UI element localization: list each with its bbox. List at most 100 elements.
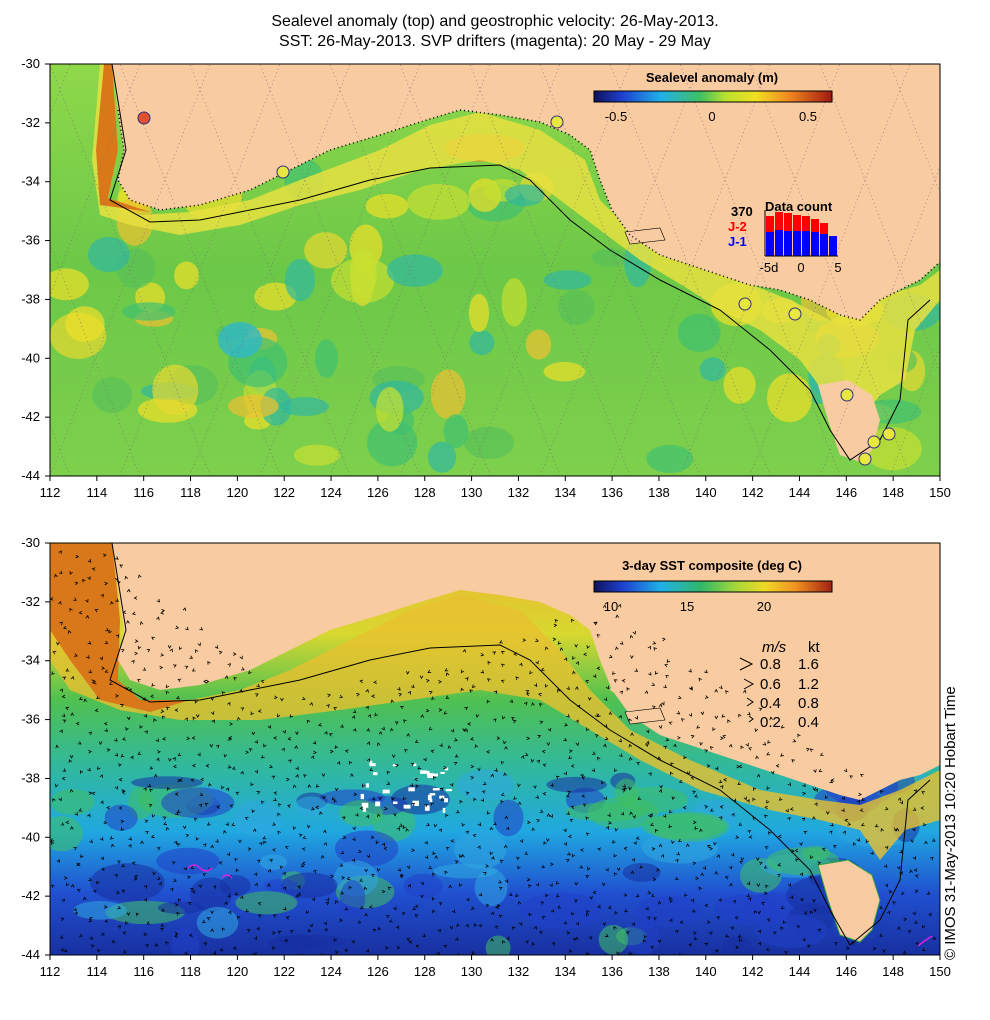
velocity-vector (375, 840, 380, 845)
velocity-vector (126, 912, 131, 916)
velocity-vector (223, 753, 228, 758)
velocity-vector (134, 875, 139, 879)
velocity-vector (874, 823, 879, 828)
velocity-vector (78, 808, 83, 812)
sst-blob (294, 796, 328, 817)
lat-tick-label: -36 (21, 233, 40, 248)
velocity-vector (114, 738, 118, 742)
velocity-vector (176, 695, 180, 700)
velocity-vector (134, 639, 139, 643)
velocity-vector (563, 771, 567, 776)
lon-tick-label: 128 (414, 964, 436, 979)
velocity-vector (223, 830, 227, 834)
velocity-vector (61, 776, 66, 781)
velocity-vector (457, 953, 461, 955)
velocity-vector (913, 789, 918, 793)
velocity-vector (225, 822, 229, 826)
velocity-vector (221, 927, 226, 932)
velocity-vector (210, 711, 215, 716)
velocity-vector (85, 614, 90, 619)
velocity-vector (439, 787, 444, 792)
lon-tick-label: 142 (742, 964, 764, 979)
velocity-vector (787, 782, 792, 786)
velocity-vector (364, 868, 368, 873)
altimeter-track (50, 64, 211, 476)
velocity-vector (340, 891, 345, 895)
velocity-vector (424, 840, 428, 845)
velocity-vector (102, 553, 107, 558)
velocity-vector (879, 933, 883, 937)
velocity-vector (425, 708, 430, 713)
velocity-vector (322, 795, 326, 800)
velocity-vector (922, 947, 926, 952)
velocity-vector (485, 903, 490, 908)
cloud-mask (362, 806, 366, 812)
velocity-vector (531, 702, 535, 706)
velocity-vector (167, 645, 172, 649)
velocity-legend-ms-value: 0.4 (760, 695, 781, 712)
velocity-vector (614, 910, 618, 915)
tide-gauge-marker (276, 165, 290, 179)
velocity-vector (923, 822, 927, 827)
velocity-vector (158, 881, 162, 886)
velocity-vector (261, 754, 265, 759)
cloud-mask (360, 793, 364, 800)
velocity-vector (684, 893, 688, 897)
velocity-vector (126, 716, 131, 721)
velocity-vector (677, 736, 681, 740)
velocity-vector (574, 936, 579, 941)
velocity-vector (115, 694, 120, 698)
velocity-vector (500, 679, 505, 684)
velocity-vector (747, 897, 752, 902)
cloud-mask (427, 794, 432, 801)
velocity-vector (639, 865, 644, 869)
velocity-vector (91, 791, 96, 796)
velocity-vector (103, 905, 108, 909)
velocity-vector (307, 824, 311, 829)
velocity-vector (83, 698, 87, 703)
velocity-vector (229, 722, 234, 726)
anomaly-blob (122, 302, 176, 321)
velocity-vector (813, 908, 817, 913)
velocity-vector (903, 917, 908, 922)
velocity-vector (175, 625, 180, 630)
velocity-vector (633, 841, 637, 845)
velocity-vector (269, 858, 273, 863)
velocity-vector (351, 940, 355, 944)
velocity-vector (210, 844, 214, 849)
velocity-vector (393, 906, 397, 911)
velocity-vector (698, 677, 702, 682)
velocity-vector (315, 805, 320, 810)
sst-blob (170, 927, 200, 955)
cloud-mask (426, 770, 430, 776)
velocity-vector (126, 588, 131, 593)
bottom-eyre-peninsula (610, 620, 660, 710)
velocity-vector (342, 835, 347, 840)
velocity-vector (732, 899, 737, 904)
velocity-vector (73, 847, 78, 851)
velocity-vector (100, 837, 104, 841)
velocity-vector (143, 932, 148, 937)
velocity-vector (212, 951, 216, 955)
velocity-vector (281, 747, 285, 752)
velocity-vector (660, 854, 665, 858)
velocity-vector (411, 802, 416, 807)
velocity-vector (254, 693, 259, 697)
velocity-vector (219, 947, 224, 952)
velocity-vector (651, 682, 656, 687)
velocity-vector (671, 840, 675, 845)
velocity-vector (567, 834, 572, 839)
velocity-vector (277, 930, 282, 935)
data-count-max-label: 370 (731, 204, 753, 219)
velocity-vector (658, 843, 663, 848)
velocity-vector (395, 925, 399, 930)
velocity-vector (699, 741, 703, 746)
velocity-vector (765, 947, 770, 951)
velocity-vector (115, 598, 119, 602)
velocity-legend-header-kt: kt (808, 639, 821, 656)
velocity-vector (256, 791, 261, 795)
velocity-vector (451, 909, 456, 914)
leeuwin-warm-band (50, 543, 190, 712)
velocity-vector (101, 666, 106, 670)
velocity-vector (825, 795, 829, 800)
